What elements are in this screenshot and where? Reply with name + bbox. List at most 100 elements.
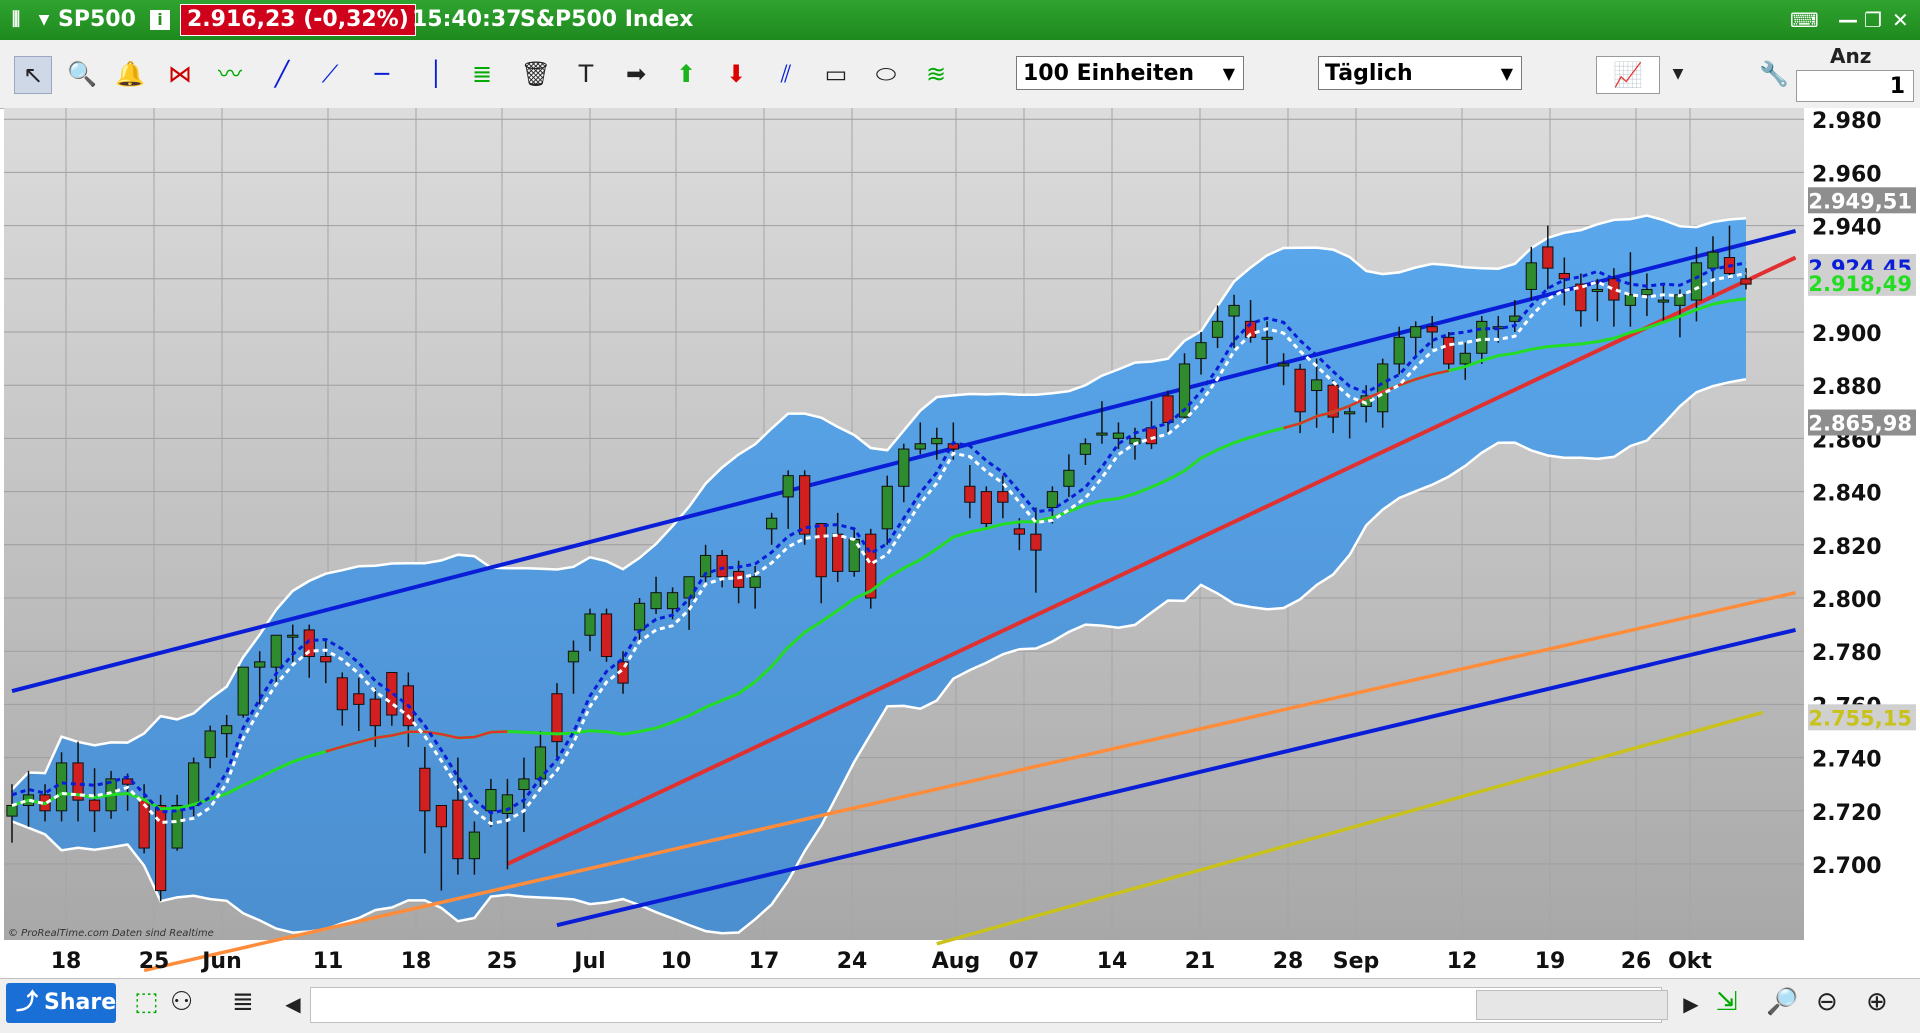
candle[interactable] <box>1591 278 1603 322</box>
close-icon[interactable]: ✕ <box>1892 8 1909 32</box>
candle[interactable] <box>1657 284 1670 322</box>
anz-input[interactable]: 1 <box>1796 70 1914 102</box>
indicators-dropdown-icon[interactable]: ▼ <box>1672 66 1684 82</box>
support-red-line[interactable] <box>506 255 1797 866</box>
candle[interactable] <box>1426 316 1438 348</box>
chart-tools-icon[interactable]: ⬚ <box>134 987 159 1017</box>
candle[interactable] <box>221 715 233 758</box>
candle[interactable] <box>386 671 398 726</box>
wrench-icon[interactable]: 🔧 <box>1759 60 1789 88</box>
candle[interactable] <box>1294 363 1306 434</box>
candle[interactable] <box>336 672 348 726</box>
candle[interactable] <box>1344 406 1356 439</box>
rectangle-icon[interactable]: ▭ <box>824 60 848 88</box>
candle[interactable] <box>320 640 332 684</box>
trendline-icon[interactable]: ╱ <box>274 60 290 88</box>
candle[interactable] <box>1443 332 1455 370</box>
restore-icon[interactable]: ❐ <box>1864 8 1882 32</box>
candle[interactable] <box>931 427 943 460</box>
horizontal-line-icon[interactable]: ─ <box>374 60 390 88</box>
channel-icon[interactable]: ⫽ <box>780 60 792 88</box>
candle[interactable] <box>435 804 447 891</box>
candle[interactable] <box>832 512 844 583</box>
candle[interactable] <box>1410 321 1422 359</box>
candle[interactable] <box>171 794 183 851</box>
indicator-menu-icon[interactable]: ⚇ <box>170 987 194 1017</box>
candle[interactable] <box>799 470 811 545</box>
list-icon[interactable]: ≣ <box>232 987 254 1017</box>
candle[interactable] <box>567 640 580 694</box>
candle[interactable] <box>1112 422 1125 450</box>
scroll-right-button[interactable]: ▶ <box>1683 992 1699 1016</box>
candle[interactable] <box>815 523 827 604</box>
candle[interactable] <box>1063 454 1075 497</box>
candle[interactable] <box>1641 273 1653 317</box>
scroll-left-button[interactable]: ◀ <box>285 992 301 1016</box>
symbol-label[interactable]: SP500 <box>58 7 136 32</box>
candle[interactable] <box>997 475 1009 519</box>
keyboard-icon[interactable]: ⌨ <box>1790 8 1819 32</box>
candle[interactable] <box>485 778 497 827</box>
chart-area[interactable]: 2.9802.9602.9402.9202.9002.8802.8602.840… <box>0 108 1920 978</box>
fibonacci-icon[interactable]: ≣ <box>471 60 493 88</box>
candle[interactable] <box>1178 353 1191 423</box>
candle[interactable] <box>88 768 101 833</box>
candle[interactable] <box>766 512 778 545</box>
candle[interactable] <box>964 465 976 519</box>
candle[interactable] <box>1096 401 1108 444</box>
candle[interactable] <box>237 666 249 718</box>
candle[interactable] <box>254 651 266 705</box>
alert-bell-icon[interactable]: 🔔 <box>115 60 145 88</box>
zoom-icon[interactable]: 🔍 <box>67 60 97 88</box>
candle[interactable] <box>1211 305 1224 348</box>
candle[interactable] <box>1575 273 1587 327</box>
share-button[interactable]: ⤴ Share <box>6 983 116 1023</box>
candle[interactable] <box>1542 225 1554 290</box>
candle[interactable] <box>980 486 992 529</box>
channel-lower-line[interactable] <box>556 627 1797 928</box>
zoom-in-icon[interactable]: ⊕ <box>1866 987 1888 1017</box>
trash-icon[interactable]: 🗑 <box>520 60 552 88</box>
candlestick-icon[interactable]: ⫼ <box>11 9 21 30</box>
candle[interactable] <box>1079 438 1092 465</box>
arrow-down-icon[interactable]: ⬇ <box>725 60 747 88</box>
gann-icon[interactable]: ≋ <box>925 60 947 88</box>
yellow-trend-line[interactable] <box>936 710 1763 946</box>
minimize-icon[interactable]: — <box>1838 8 1858 32</box>
candle[interactable] <box>353 677 365 731</box>
candle[interactable] <box>600 608 613 662</box>
candle[interactable] <box>865 528 877 609</box>
candle[interactable] <box>155 794 167 902</box>
trendline-extended-icon[interactable]: ⟋ <box>321 60 339 88</box>
units-dropdown[interactable]: 100 Einheiten ▼ <box>1016 56 1244 90</box>
candle[interactable] <box>1195 332 1207 375</box>
candle[interactable] <box>898 443 910 503</box>
pointer-icon[interactable]: ↖ <box>14 56 52 94</box>
indicators-icon[interactable]: 📈 <box>1596 56 1660 94</box>
candle[interactable] <box>914 422 926 455</box>
candle[interactable] <box>1608 268 1620 327</box>
pattern-icon[interactable]: ⋈ <box>168 60 192 88</box>
candle[interactable] <box>468 821 481 875</box>
candle[interactable] <box>452 757 464 875</box>
horizontal-scrollbar[interactable] <box>310 987 1668 1023</box>
candle[interactable] <box>1459 342 1471 380</box>
candle[interactable] <box>1740 268 1752 290</box>
zoom-area-icon[interactable]: 🔎 <box>1766 987 1799 1017</box>
price-chart[interactable]: 2.9802.9602.9402.9202.9002.8802.8602.840… <box>0 108 1920 978</box>
candle[interactable] <box>501 778 514 870</box>
candle[interactable] <box>1525 246 1537 301</box>
candle[interactable] <box>881 475 893 545</box>
ellipse-icon[interactable]: ⬭ <box>875 60 897 88</box>
scrollbar-thumb[interactable] <box>1476 990 1668 1020</box>
candle[interactable] <box>584 608 596 652</box>
candle[interactable] <box>55 752 68 822</box>
candle[interactable] <box>1327 379 1339 434</box>
info-icon[interactable]: i <box>150 10 170 30</box>
candle[interactable] <box>204 725 216 769</box>
orange-trend-line[interactable] <box>143 590 1796 973</box>
candle[interactable] <box>1624 252 1637 327</box>
candle[interactable] <box>1228 294 1240 348</box>
candle[interactable] <box>419 746 431 854</box>
candle[interactable] <box>1277 353 1290 386</box>
